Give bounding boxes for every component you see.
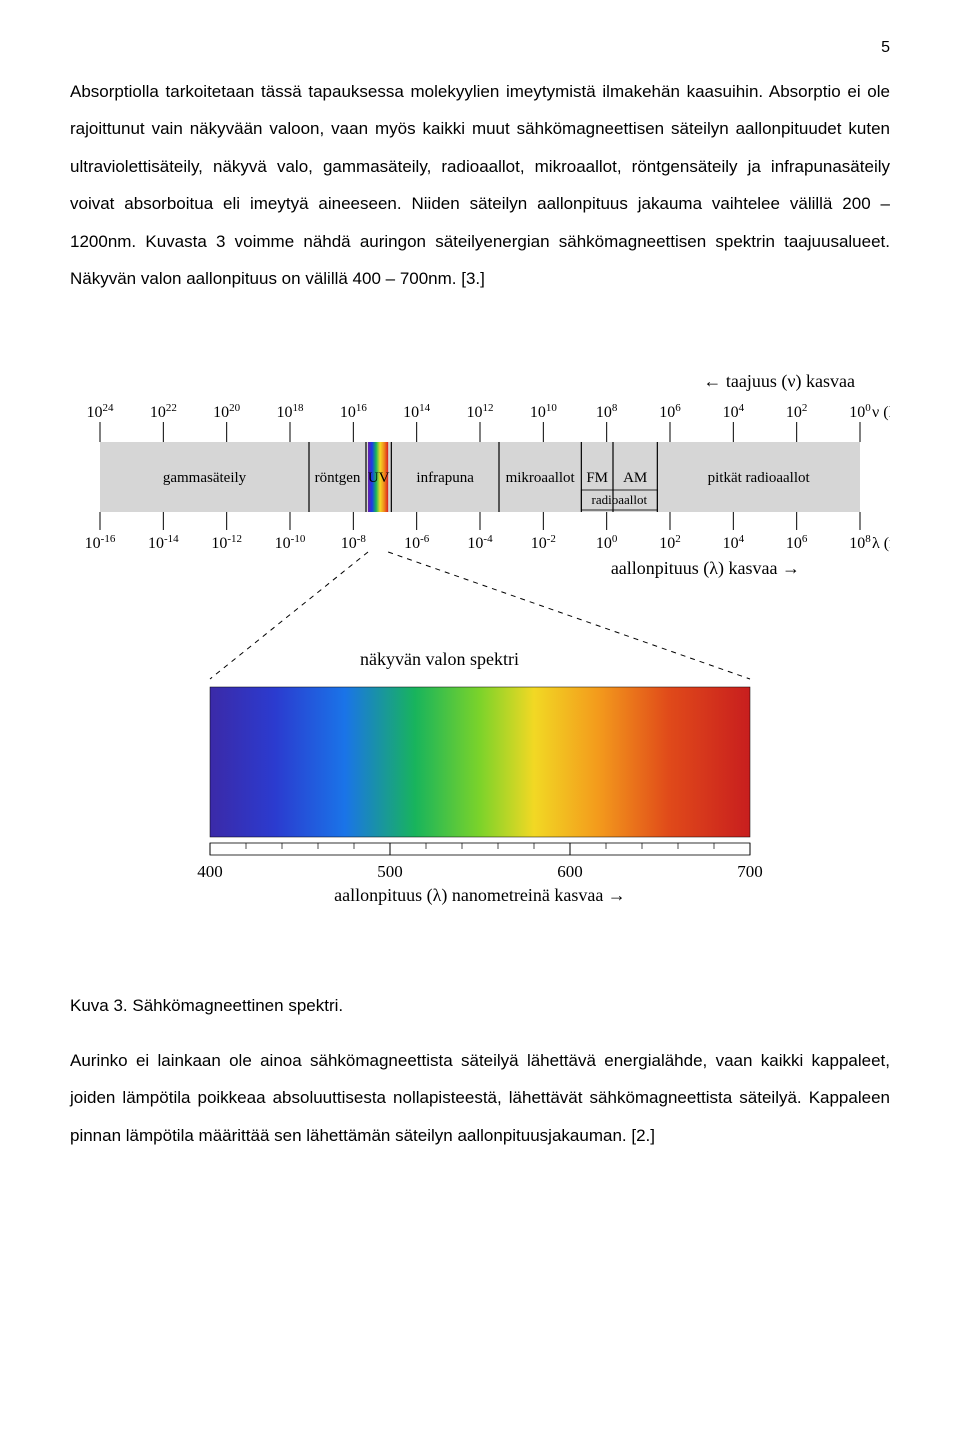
- svg-text:100: 100: [849, 402, 871, 421]
- figure-svg-wrap: ← taajuus (ν) kasvaa 1024 1022 1020 1018 1016…: [70, 367, 890, 927]
- svg-text:102: 102: [659, 533, 681, 552]
- svg-text:1016: 1016: [340, 402, 368, 421]
- svg-text:104: 104: [723, 402, 745, 421]
- svg-text:106: 106: [659, 402, 681, 421]
- svg-text:600: 600: [557, 862, 583, 881]
- spectrum-svg: ← taajuus (ν) kasvaa 1024 1022 1020 1018 1016…: [70, 367, 890, 927]
- svg-text:10-12: 10-12: [211, 533, 242, 552]
- svg-text:UV: UV: [368, 470, 390, 486]
- svg-text:1012: 1012: [467, 402, 494, 421]
- svg-text:1018: 1018: [277, 402, 305, 421]
- svg-text:108: 108: [849, 533, 871, 552]
- svg-text:500: 500: [377, 862, 403, 881]
- svg-text:näkyvän valon spektri: näkyvän valon spektri: [360, 649, 519, 669]
- svg-text:infrapuna: infrapuna: [416, 470, 474, 486]
- svg-text:λ (m): λ (m): [872, 535, 890, 552]
- svg-text:1024: 1024: [87, 402, 115, 421]
- svg-text:100: 100: [596, 533, 618, 552]
- svg-text:radioaallot: radioaallot: [592, 492, 648, 507]
- paragraph-2: Aurinko ei lainkaan ole ainoa sähkömagne…: [70, 1042, 890, 1154]
- svg-text:10-4: 10-4: [467, 533, 493, 552]
- svg-text:pitkät radioaallot: pitkät radioaallot: [708, 470, 811, 486]
- svg-text:mikroaallot: mikroaallot: [506, 470, 576, 486]
- svg-text:10-2: 10-2: [531, 533, 556, 552]
- svg-text:← taajuus (ν) kasvaa: ← taajuus (ν) kasvaa: [703, 371, 855, 392]
- svg-text:700: 700: [737, 862, 763, 881]
- page-number: 5: [70, 40, 890, 56]
- svg-text:400: 400: [197, 862, 223, 881]
- svg-text:röntgen: röntgen: [315, 470, 361, 486]
- svg-text:1014: 1014: [403, 402, 431, 421]
- svg-text:10-6: 10-6: [404, 533, 430, 552]
- svg-text:ν (Hz): ν (Hz): [872, 404, 890, 421]
- svg-text:102: 102: [786, 402, 808, 421]
- svg-text:1020: 1020: [213, 402, 241, 421]
- paragraph-1: Absorptiolla tarkoitetaan tässä tapaukse…: [70, 73, 890, 297]
- page: 5 Absorptiolla tarkoitetaan tässä tapauk…: [0, 0, 960, 1231]
- svg-text:1022: 1022: [150, 402, 177, 421]
- svg-text:AM: AM: [623, 470, 647, 486]
- svg-text:FM: FM: [586, 470, 608, 486]
- svg-text:1010: 1010: [530, 402, 558, 421]
- svg-text:106: 106: [786, 533, 808, 552]
- figure-spectrum: ← taajuus (ν) kasvaa 1024 1022 1020 1018 1016…: [70, 367, 890, 927]
- svg-text:10-14: 10-14: [148, 533, 179, 552]
- svg-text:108: 108: [596, 402, 618, 421]
- svg-text:10-16: 10-16: [85, 533, 116, 552]
- svg-text:104: 104: [723, 533, 745, 552]
- svg-text:gammasäteily: gammasäteily: [163, 470, 247, 486]
- svg-text:aallonpituus (λ) kasvaa →: aallonpituus (λ) kasvaa →: [611, 558, 800, 579]
- figure-caption: Kuva 3. Sähkömagneettinen spektri.: [70, 987, 890, 1024]
- svg-text:10-8: 10-8: [341, 533, 367, 552]
- svg-text:aallonpituus (λ) nanometreinä: aallonpituus (λ) nanometreinä kasvaa →: [334, 885, 626, 906]
- svg-text:10-10: 10-10: [275, 533, 306, 552]
